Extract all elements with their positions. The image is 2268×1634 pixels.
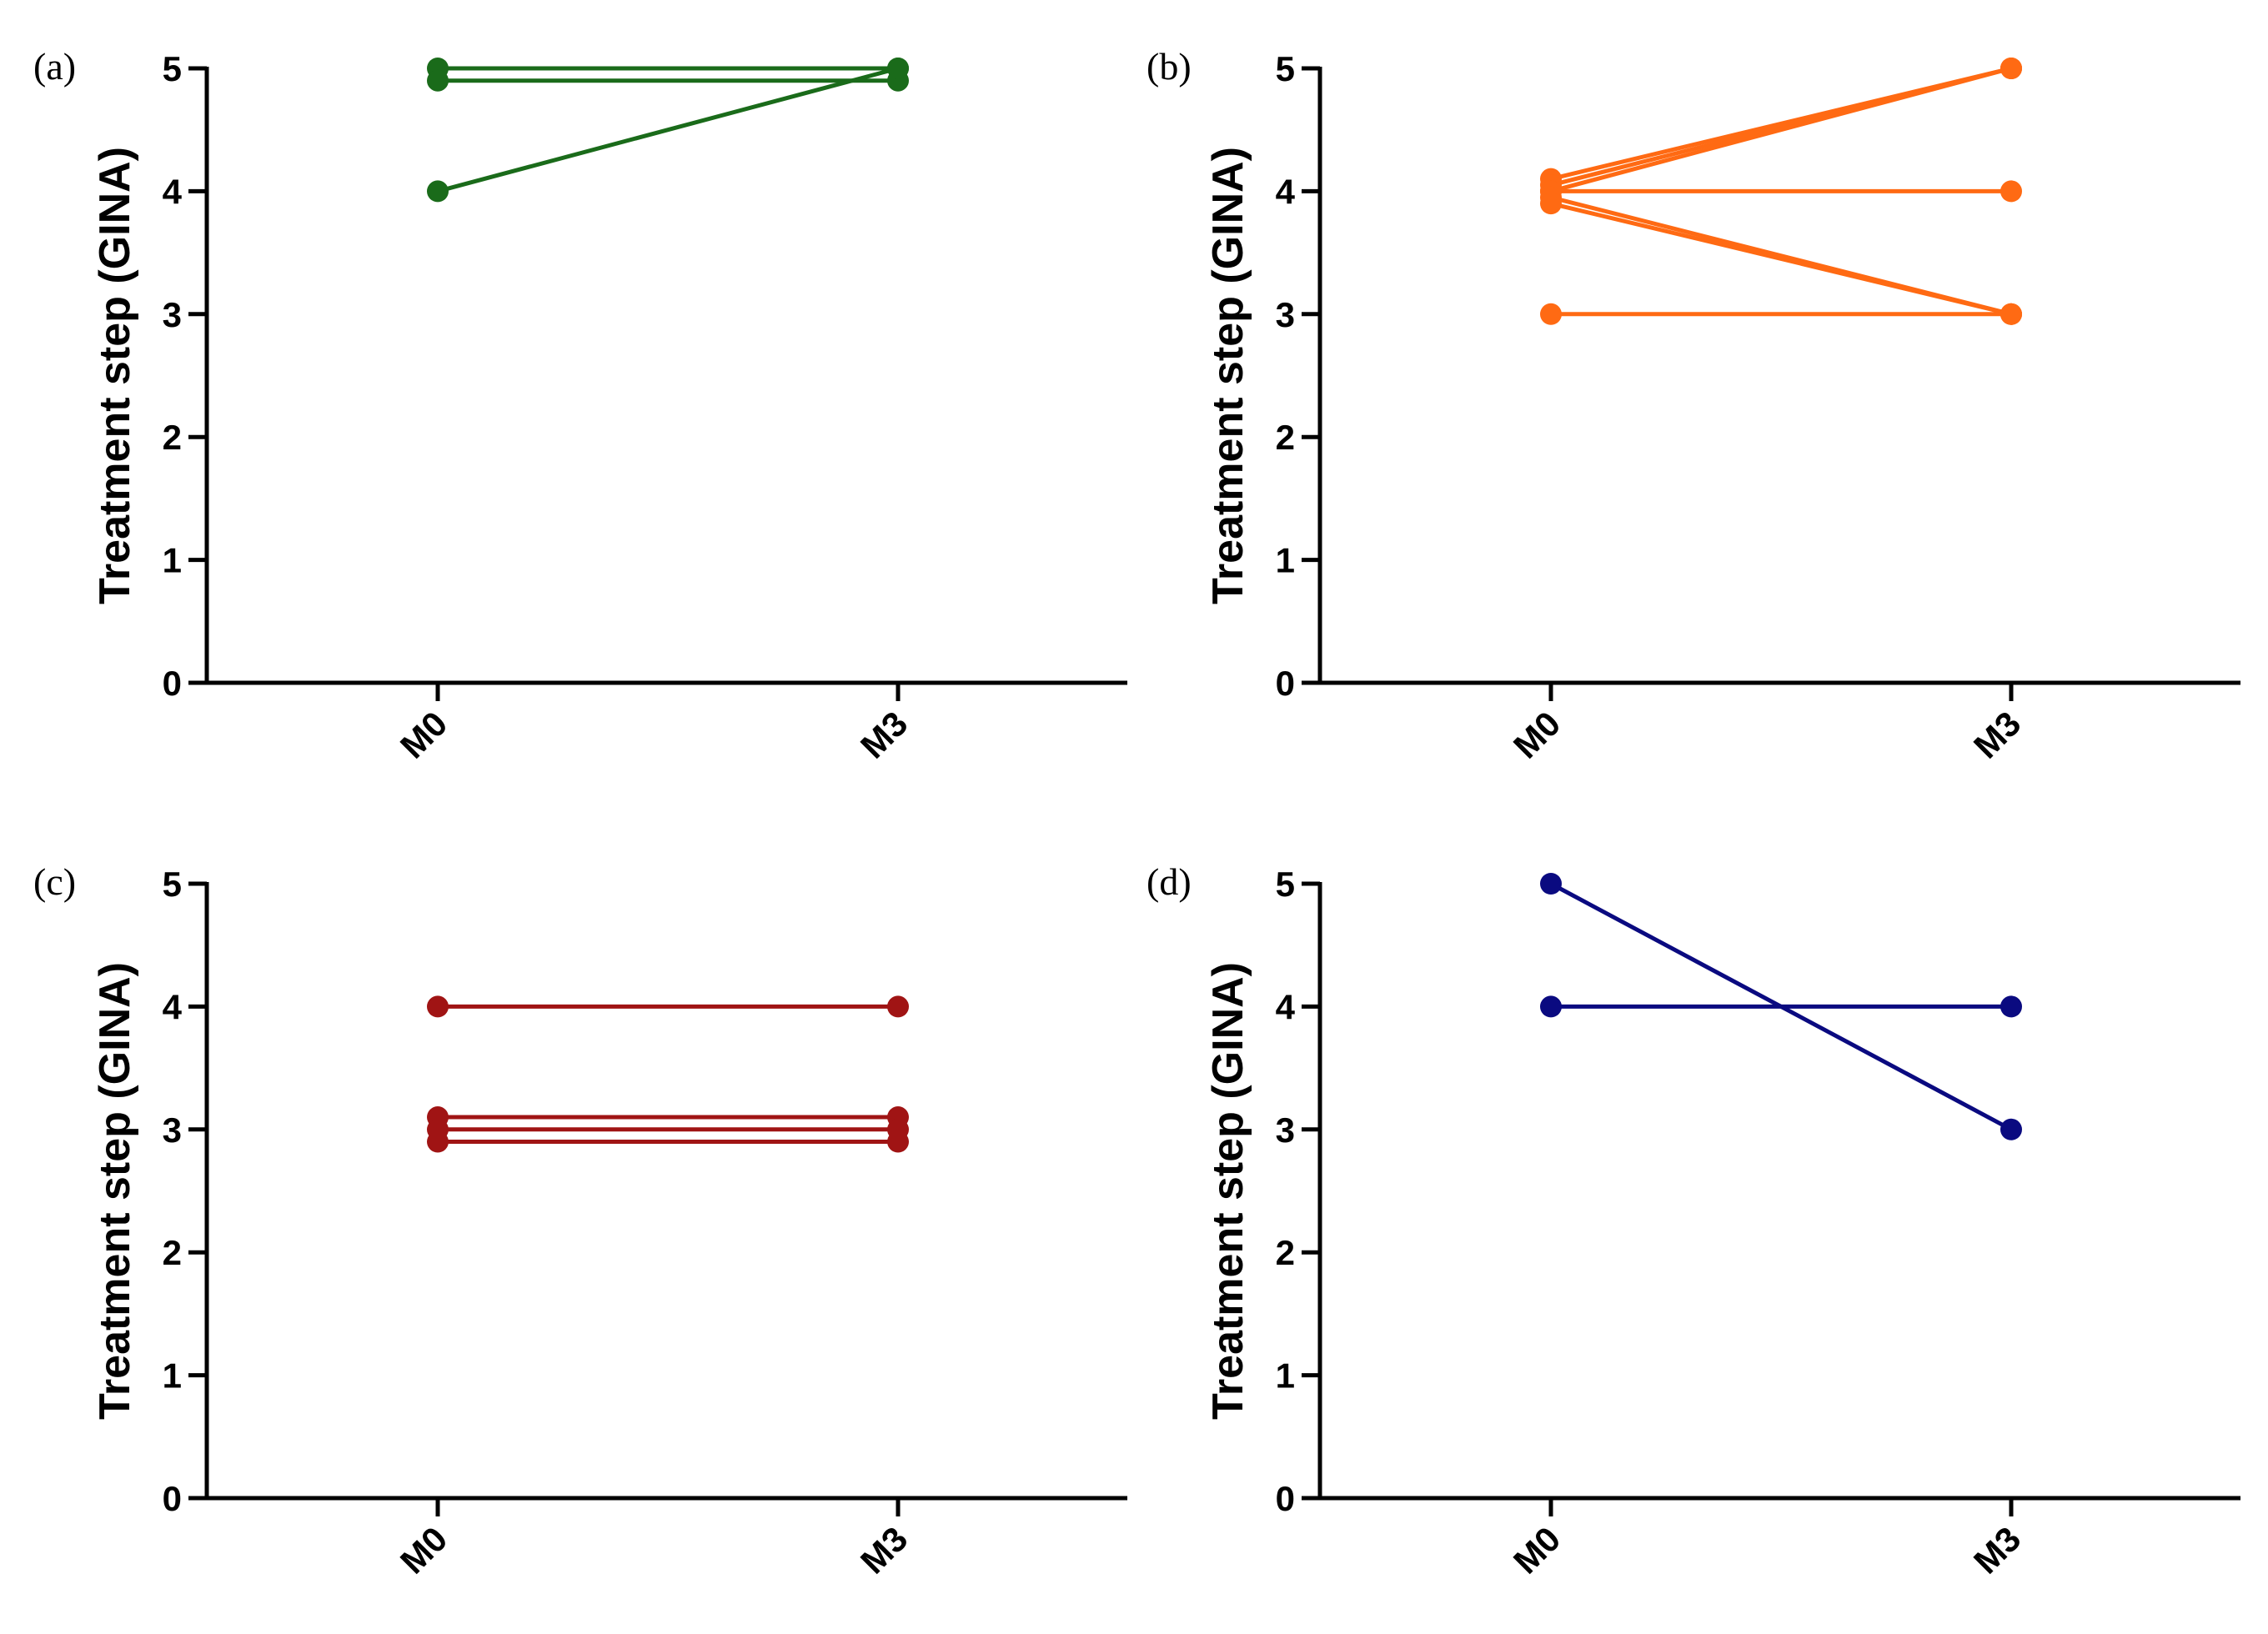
- x-tick-label: M3: [1966, 1519, 2029, 1581]
- series-line-subject-3: [437, 66, 899, 193]
- y-tick-label: 2: [163, 418, 182, 457]
- y-tick-label: 5: [163, 49, 182, 88]
- chart-panel-4: (d) 0 1 2 3 4 5 M0 M3 Treatment step (GINA): [1147, 860, 2240, 1581]
- x-tick-label: M3: [853, 1519, 916, 1581]
- x-tick-label: M3: [1966, 704, 2029, 766]
- y-axis-title: Treatment step (GINA): [91, 147, 139, 604]
- y-tick-label: 3: [163, 1110, 182, 1150]
- data-point-subject-1-M0: [1540, 873, 1562, 895]
- data-point-subject-3-M3: [887, 58, 909, 79]
- y-tick-label: 1: [163, 1356, 182, 1396]
- y-tick-label: 1: [163, 541, 182, 580]
- y-tick-label: 0: [1276, 664, 1295, 703]
- data-point-subject-1-M0: [427, 995, 449, 1018]
- y-tick-label: 0: [1276, 1479, 1295, 1518]
- y-tick-label: 1: [1276, 1356, 1295, 1396]
- x-tick-label: M0: [1506, 704, 1568, 766]
- data-point-subject-3-M3: [2000, 58, 2022, 79]
- data-point-subject-3-M0: [427, 180, 449, 203]
- series-line-subject-6: [1550, 201, 2012, 317]
- x-tick-label: M3: [853, 704, 916, 766]
- y-tick-label: 3: [1276, 295, 1295, 334]
- y-tick-label: 4: [163, 987, 183, 1026]
- y-axis-title: Treatment step (GINA): [1204, 962, 1252, 1420]
- y-tick-label: 4: [163, 172, 183, 211]
- data-point-subject-4-M0: [427, 1130, 449, 1153]
- chart-panel-3: (c) 0 1 2 3 4 5 M0 M3 Treatment step (GINA): [33, 860, 1127, 1581]
- y-tick-label: 4: [1276, 172, 1296, 211]
- data-point-subject-7-M0: [1540, 303, 1562, 325]
- panel-label: (b): [1147, 45, 1192, 88]
- y-tick-label: 0: [163, 1479, 182, 1518]
- panel-label: (c): [33, 860, 76, 903]
- panel-label: (d): [1147, 860, 1192, 903]
- x-tick-label: M0: [393, 1519, 455, 1581]
- series-line-subject-3: [1550, 66, 2012, 193]
- data-point-subject-1-M3: [2000, 1118, 2022, 1140]
- y-tick-label: 5: [1276, 49, 1295, 88]
- y-tick-label: 5: [163, 865, 182, 904]
- y-tick-label: 1: [1276, 541, 1295, 580]
- y-axis-title: Treatment step (GINA): [91, 962, 139, 1420]
- data-point-subject-7-M3: [2000, 303, 2022, 325]
- data-point-subject-6-M0: [1540, 193, 1562, 215]
- x-tick-label: M0: [1506, 1519, 1568, 1581]
- y-tick-label: 3: [1276, 1110, 1295, 1150]
- y-tick-label: 4: [1276, 987, 1296, 1026]
- x-tick-label: M0: [393, 704, 455, 766]
- y-tick-label: 2: [1276, 1233, 1295, 1272]
- chart-panel-1: (a) 0 1 2 3 4 5 M0 M3 Treatment step (GINA): [33, 45, 1127, 766]
- panel-label: (a): [33, 45, 76, 88]
- y-tick-label: 3: [163, 295, 182, 334]
- y-axis-title: Treatment step (GINA): [1204, 147, 1252, 604]
- data-point-subject-2-M3: [2000, 995, 2022, 1018]
- data-point-subject-1-M3: [887, 995, 909, 1018]
- data-point-subject-2-M0: [1540, 995, 1562, 1018]
- y-tick-label: 2: [1276, 418, 1295, 457]
- chart-panel-2: (b) 0 1 2 3 4 5 M0 M3 Treatment step (GINA): [1147, 45, 2240, 766]
- y-tick-label: 2: [163, 1233, 182, 1272]
- y-tick-label: 0: [163, 664, 182, 703]
- data-point-subject-2-M0: [427, 69, 449, 92]
- y-tick-label: 5: [1276, 865, 1295, 904]
- data-point-subject-4-M3: [2000, 180, 2022, 203]
- data-point-subject-4-M3: [887, 1130, 909, 1153]
